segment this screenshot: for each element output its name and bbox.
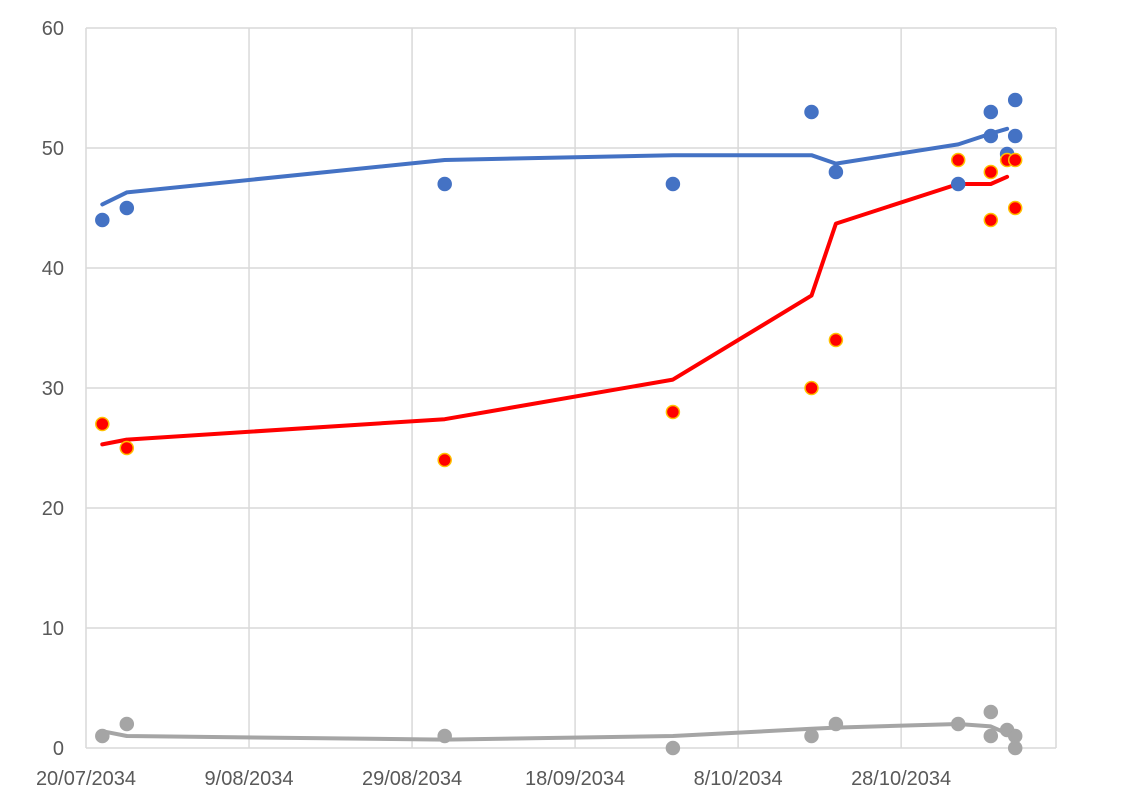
series-1-point [828, 164, 844, 180]
series-2-point [804, 380, 819, 396]
x-tick-label: 29/08/2034 [362, 768, 462, 790]
series-3-point [437, 728, 452, 744]
series-3-point [950, 716, 966, 732]
series-2-point [95, 416, 110, 432]
series-3-point [828, 716, 844, 732]
x-tick-label: 20/07/2034 [36, 768, 136, 790]
series-1-trend-line [100, 126, 1010, 207]
series-3-point [1007, 728, 1023, 744]
y-tick-label: 30 [42, 378, 64, 400]
series-3-trend-line [100, 722, 1010, 742]
series-3-point [665, 740, 681, 756]
series-3-point [983, 728, 999, 744]
series-1-point [983, 104, 999, 120]
trend-lines [100, 126, 1010, 742]
series-3-point [804, 728, 819, 744]
series-1-point [950, 176, 966, 192]
series-1-point [95, 212, 110, 228]
series-2-point [437, 452, 452, 468]
series-2-point [828, 332, 844, 348]
series-2-point [1007, 200, 1023, 216]
series-2-point [950, 152, 966, 168]
x-tick-label: 18/09/2034 [525, 768, 625, 790]
y-axis-tick-labels: 0 10 20 30 40 50 60 [42, 18, 64, 760]
y-tick-label: 10 [42, 618, 64, 640]
y-tick-label: 50 [42, 138, 64, 160]
data-markers [95, 92, 1023, 756]
x-tick-label: 9/08/2034 [205, 768, 294, 790]
series-1-point [665, 176, 681, 192]
series-2-point [983, 164, 999, 180]
series-2-point [119, 440, 135, 456]
y-tick-label: 20 [42, 498, 64, 520]
series-1-point [983, 128, 999, 144]
series-2-point [983, 212, 999, 228]
series-1-point [1007, 128, 1023, 144]
y-tick-label: 40 [42, 258, 64, 280]
series-1-point [119, 200, 135, 216]
series-1-point [437, 176, 452, 192]
y-tick-label: 0 [53, 738, 64, 760]
y-tick-label: 60 [42, 18, 64, 40]
series-3-point [119, 716, 135, 732]
series-2-point [665, 404, 681, 420]
series-2-trend-line [100, 174, 1010, 447]
x-tick-label: 28/10/2034 [851, 768, 951, 790]
x-axis-tick-labels: 20/07/2034 9/08/2034 29/08/2034 18/09/2034 8… [36, 768, 951, 790]
series-3-point [95, 728, 110, 744]
series-1-point [1007, 92, 1023, 108]
series-1-point [804, 104, 819, 120]
series-3-point [983, 704, 999, 720]
series-3-point [1007, 740, 1023, 756]
x-tick-label: 8/10/2034 [694, 768, 783, 790]
grid [85, 27, 1057, 749]
series-2-point [1007, 152, 1023, 168]
